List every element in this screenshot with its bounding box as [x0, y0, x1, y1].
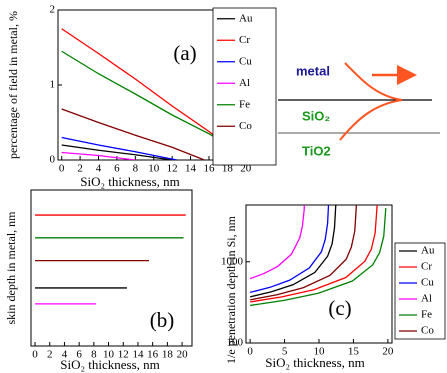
x-tick-label: 20	[177, 349, 189, 361]
x-tick-label: 8	[133, 163, 139, 175]
x-tick-label: 4	[96, 163, 102, 175]
diagram: metal SiO₂ TiO2	[278, 62, 440, 158]
x-tick-label: 14	[132, 349, 144, 361]
x-tick-label: 4	[62, 349, 68, 361]
panel-label: (b)	[150, 308, 175, 332]
legend-label: Au	[421, 245, 435, 257]
x-tick-label: 18	[162, 349, 174, 361]
series-line	[61, 144, 173, 160]
series-line	[61, 108, 205, 160]
series-line	[249, 205, 337, 298]
plot-frame	[30, 189, 193, 347]
x-tick-label: 16	[203, 163, 215, 175]
x-tick-label: 6	[114, 163, 120, 175]
x-tick-label: 8	[91, 349, 97, 361]
legend-label: Cr	[421, 261, 432, 273]
legend-label: Cr	[239, 34, 250, 46]
plot-lines	[249, 205, 387, 307]
label: SiO₂	[302, 108, 330, 123]
panel-label: (c)	[328, 296, 351, 320]
legend-label: Co	[239, 120, 252, 132]
x-tick-label: 10	[103, 349, 115, 361]
series-line	[249, 205, 330, 294]
legend-label: Co	[421, 325, 434, 337]
label: TiO2	[302, 143, 331, 158]
x-tick-label: 0	[59, 163, 65, 175]
series-line	[250, 208, 387, 307]
x-tick-label: 5	[282, 346, 288, 358]
x-axis-label: SiO₂ thickness, nm	[60, 357, 160, 372]
legend-label: Cu	[421, 277, 434, 289]
x-tick-label: 10	[314, 346, 326, 358]
x-tick-label: 0	[247, 346, 253, 358]
x-tick-label: 15	[348, 346, 360, 358]
y-tick-label: 2	[50, 4, 56, 16]
x-tick-label: 14	[185, 163, 197, 175]
x-axis-label: SiO₂ thickness, nm	[265, 355, 365, 370]
legend-label: Al	[421, 293, 432, 305]
series-line	[250, 205, 358, 301]
legend-label: Fe	[421, 309, 432, 321]
series-line	[61, 151, 136, 160]
x-tick-label: 12	[167, 163, 178, 175]
panel-label: (a)	[173, 41, 196, 65]
series-line	[249, 205, 305, 280]
x-tick-label: 6	[76, 349, 82, 361]
x-tick-label: 18	[222, 163, 234, 175]
legend-label: Cu	[239, 55, 252, 67]
y-tick-label: 1	[50, 79, 56, 91]
plot-frame	[245, 204, 393, 344]
x-tick-label: 16	[147, 349, 159, 361]
x-tick-label: 0	[32, 349, 38, 361]
x-tick-label: 10	[148, 163, 160, 175]
x-tick-label: 12	[118, 349, 129, 361]
label: metal	[296, 63, 330, 78]
legend-label: Au	[239, 12, 253, 24]
x-tick-label: 2	[77, 163, 83, 175]
legend-label: Fe	[239, 98, 250, 110]
y-tick-label: 1000	[221, 255, 244, 267]
series-line	[61, 136, 177, 160]
series-line	[250, 205, 378, 303]
legend-box	[212, 7, 277, 166]
x-axis-label: SiO₂ thickness, nm	[80, 174, 180, 189]
field-curve	[339, 62, 403, 141]
x-tick-label: 2	[47, 349, 53, 361]
y-axis-label: skin depth in metal, nm	[4, 211, 18, 325]
y-tick-label: 0	[50, 154, 56, 166]
y-axis-label: 1/e penetration depth in Si, nm	[224, 215, 238, 364]
y-tick-label: 100	[227, 337, 244, 349]
x-tick-label: 20	[240, 163, 252, 175]
legend-box	[394, 242, 446, 340]
x-tick-label: 20	[382, 346, 394, 358]
plot-lines	[35, 214, 186, 305]
y-axis-label: percentage of field in metal, %	[6, 11, 20, 159]
legend-label: Al	[239, 77, 250, 89]
